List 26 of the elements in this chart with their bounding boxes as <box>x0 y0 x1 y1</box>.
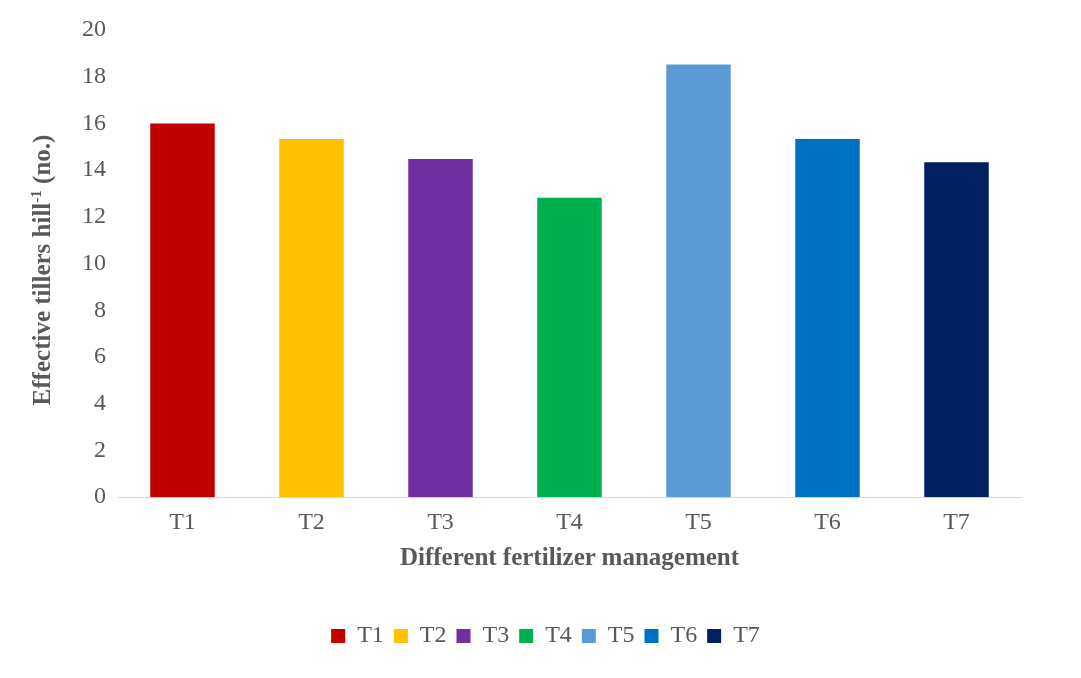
legend-label: T3 <box>482 621 510 648</box>
x-tick-label: T4 <box>556 507 583 534</box>
x-tick-label: T3 <box>427 507 454 534</box>
x-axis-title: Different fertilizer management <box>399 543 740 571</box>
x-tick-label: T7 <box>943 507 970 534</box>
x-tick-label: T1 <box>169 507 196 534</box>
legend-label: T5 <box>607 621 635 648</box>
y-tick-label: 6 <box>94 342 106 369</box>
y-tick-label: 4 <box>94 389 106 416</box>
legend-label: T1 <box>357 621 384 648</box>
y-tick-label: 16 <box>82 108 106 135</box>
legend-label: T4 <box>545 621 572 648</box>
legend-label: T6 <box>670 621 698 648</box>
legend-label: T7 <box>733 621 760 648</box>
y-tick-label: 12 <box>82 202 106 229</box>
x-tick-label: T5 <box>685 507 712 534</box>
x-tick-label: T6 <box>814 507 841 534</box>
y-tick-label: 18 <box>82 62 106 89</box>
legend-label: T2 <box>419 621 447 648</box>
y-tick-label: 14 <box>82 155 106 182</box>
y-tick-label: 2 <box>94 435 106 462</box>
y-tick-label: 10 <box>82 248 106 275</box>
x-tick-label: T2 <box>298 507 325 534</box>
y-tick-label: 20 <box>82 15 106 42</box>
y-tick-label: 0 <box>94 482 106 509</box>
y-tick-label: 8 <box>94 295 106 322</box>
